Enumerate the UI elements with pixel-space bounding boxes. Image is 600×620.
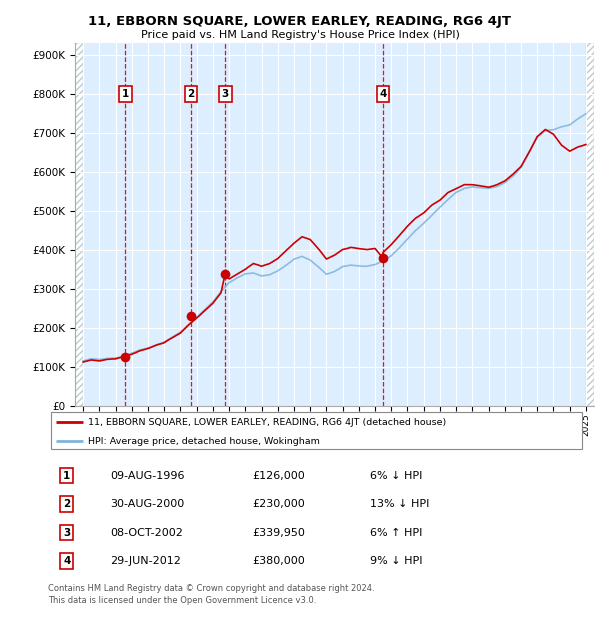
Text: £339,950: £339,950: [252, 528, 305, 538]
Text: 3: 3: [63, 528, 70, 538]
Bar: [75, 43, 83, 406]
Text: 11, EBBORN SQUARE, LOWER EARLEY, READING, RG6 4JT (detached house): 11, EBBORN SQUARE, LOWER EARLEY, READING…: [88, 418, 446, 427]
Text: This data is licensed under the Open Government Licence v3.0.: This data is licensed under the Open Gov…: [48, 596, 316, 606]
Bar: [586, 43, 594, 406]
Text: 11, EBBORN SQUARE, LOWER EARLEY, READING, RG6 4JT: 11, EBBORN SQUARE, LOWER EARLEY, READING…: [89, 16, 511, 29]
Text: Contains HM Land Registry data © Crown copyright and database right 2024.: Contains HM Land Registry data © Crown c…: [48, 584, 374, 593]
Text: 29-JUN-2012: 29-JUN-2012: [110, 556, 181, 566]
Text: 2: 2: [188, 89, 195, 99]
Text: Price paid vs. HM Land Registry's House Price Index (HPI): Price paid vs. HM Land Registry's House …: [140, 30, 460, 40]
Text: £230,000: £230,000: [252, 499, 305, 509]
Text: 3: 3: [222, 89, 229, 99]
FancyBboxPatch shape: [50, 412, 583, 450]
Bar: [75, 43, 83, 406]
Text: 2: 2: [63, 499, 70, 509]
Text: 1: 1: [63, 471, 70, 480]
Text: 4: 4: [63, 556, 70, 566]
Text: 1: 1: [122, 89, 129, 99]
Text: 6% ↓ HPI: 6% ↓ HPI: [370, 471, 422, 480]
Text: 09-AUG-1996: 09-AUG-1996: [110, 471, 184, 480]
Text: 6% ↑ HPI: 6% ↑ HPI: [370, 528, 422, 538]
Text: 30-AUG-2000: 30-AUG-2000: [110, 499, 184, 509]
Bar: [586, 43, 594, 406]
Text: 9% ↓ HPI: 9% ↓ HPI: [370, 556, 422, 566]
Text: 4: 4: [379, 89, 386, 99]
Text: £126,000: £126,000: [252, 471, 305, 480]
Text: 08-OCT-2002: 08-OCT-2002: [110, 528, 182, 538]
Text: £380,000: £380,000: [252, 556, 305, 566]
Text: HPI: Average price, detached house, Wokingham: HPI: Average price, detached house, Woki…: [88, 436, 320, 446]
Text: 13% ↓ HPI: 13% ↓ HPI: [370, 499, 430, 509]
